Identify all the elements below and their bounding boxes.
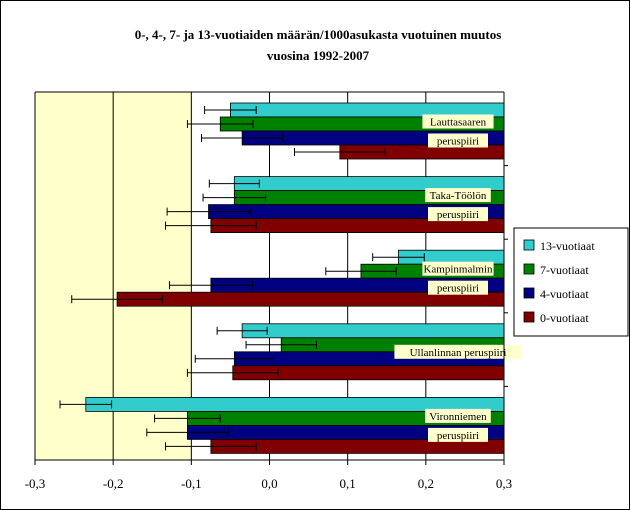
category-label: peruspiiri	[437, 209, 479, 221]
plot-area: Lauttasaaren peruspiiri Taka-Töölön peruspi…	[25, 91, 522, 491]
category-label-box	[422, 114, 494, 129]
legend: 13-vuotiaat 7-vuotiaat 4-vuotiaat 0-vuotiaa…	[513, 227, 629, 337]
category-label-box	[428, 133, 488, 148]
category-label: Kampinmalmin	[423, 264, 493, 276]
category-label-box	[428, 207, 488, 222]
legend-swatch	[523, 263, 535, 275]
category-label-box	[428, 427, 488, 442]
category-label-box	[425, 408, 491, 423]
x-tick-label: -0,3	[25, 476, 46, 491]
category-label: Ullanlinnan peruspiiri	[410, 347, 507, 359]
legend-swatch	[523, 311, 535, 323]
legend-label: 0-vuotiaat	[540, 311, 589, 325]
x-tick-label: -0,1	[181, 476, 202, 491]
x-tick-label: 0,1	[340, 476, 356, 491]
chart-title-line-1: 0-, 4-, 7- ja 13-vuotiaiden määrän/1000a…	[135, 27, 502, 42]
category-label: Vironniemen	[429, 411, 487, 423]
x-tick-label: 0,0	[261, 476, 277, 491]
chart-title-line-2: vuosina 1992-2007	[267, 48, 370, 63]
category-label: peruspiiri	[437, 136, 479, 148]
bar	[241, 323, 505, 339]
category-label-box	[394, 344, 522, 359]
legend-swatch	[523, 287, 535, 299]
x-tick-label: 0,3	[496, 476, 512, 491]
x-tick-label: 0,2	[418, 476, 434, 491]
category-label: peruspiiri	[437, 430, 479, 442]
legend-label: 7-vuotiaat	[540, 263, 589, 277]
category-label: Lauttasaaren	[430, 117, 487, 129]
legend-label: 4-vuotiaat	[540, 287, 589, 301]
category-label: Taka-Töölön	[430, 190, 487, 202]
legend-swatch	[523, 239, 535, 251]
category-label-box	[422, 261, 494, 276]
category-label-box	[425, 188, 491, 203]
category-label-box	[428, 280, 488, 295]
x-tick-label: -0,2	[103, 476, 124, 491]
legend-label: 13-vuotiaat	[540, 239, 595, 253]
category-label: peruspiiri	[437, 283, 479, 295]
